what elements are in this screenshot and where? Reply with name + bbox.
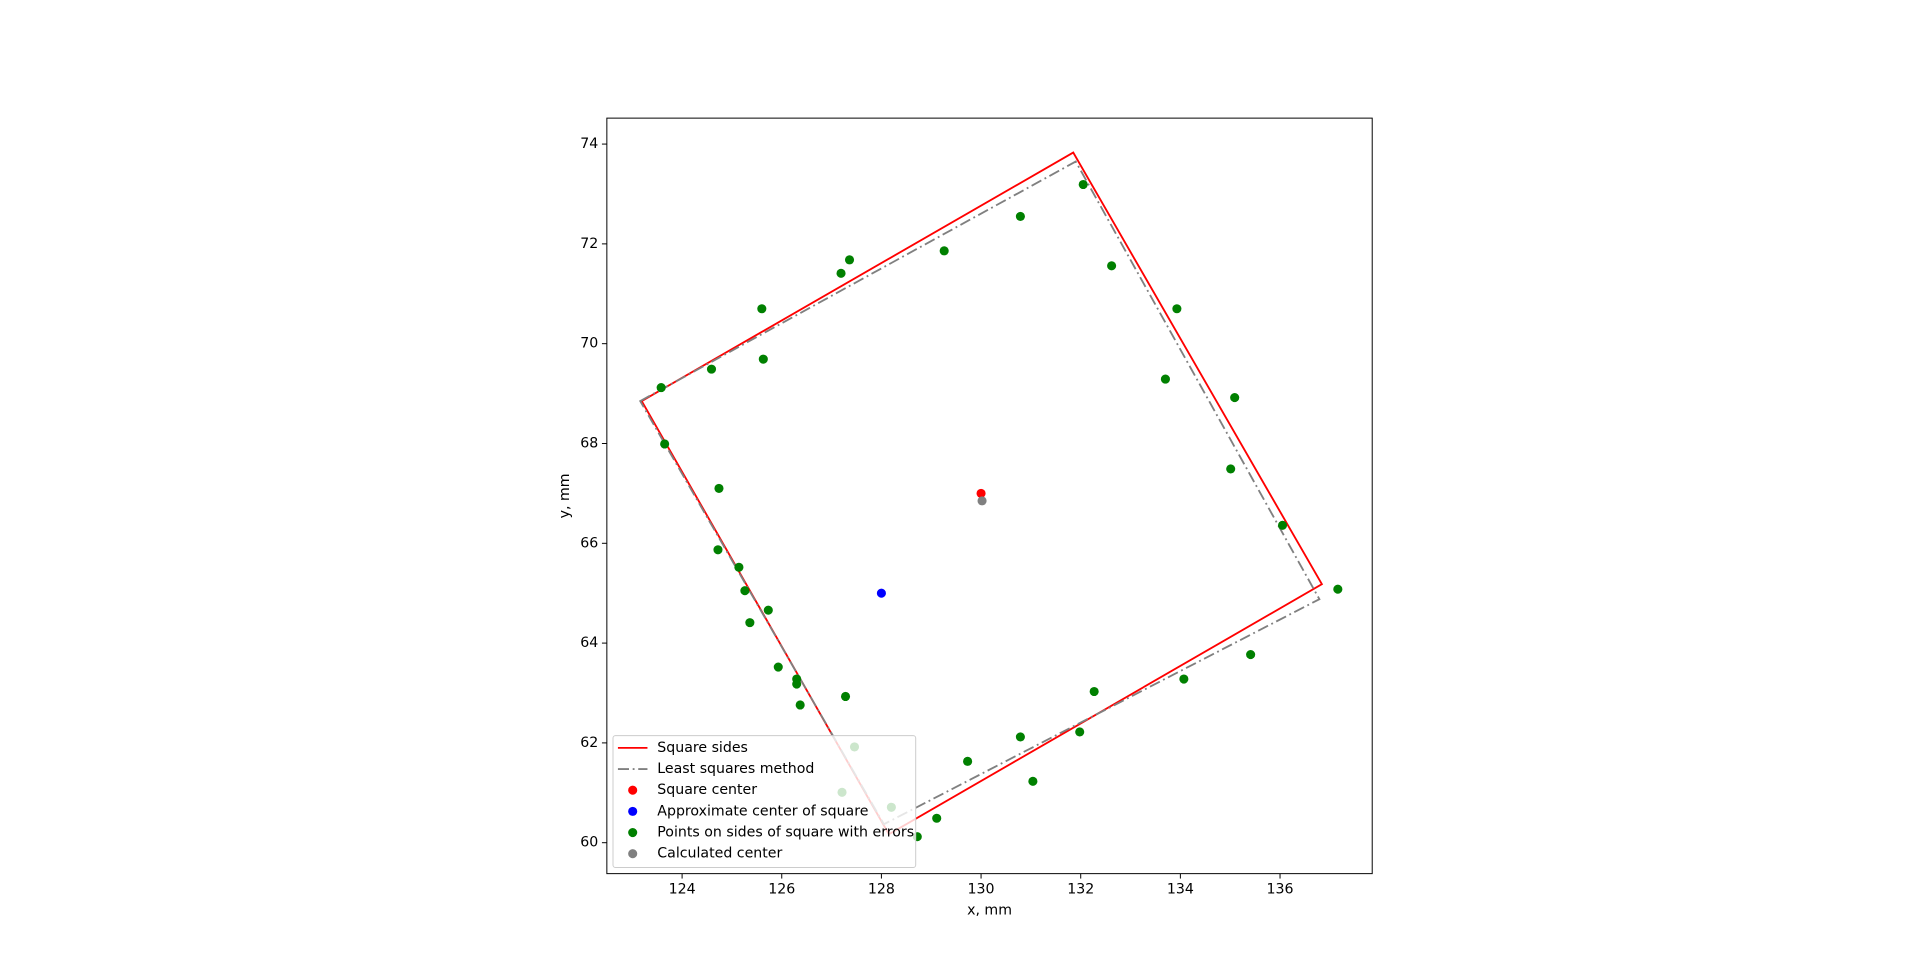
y-tick-label: 60 (580, 835, 598, 851)
data-point (1015, 732, 1025, 742)
data-point (745, 618, 755, 628)
data-point (656, 383, 666, 393)
data-point (1333, 584, 1343, 594)
legend-swatch (628, 785, 638, 795)
data-point (932, 813, 942, 823)
data-point (844, 255, 855, 265)
data-point (1277, 520, 1288, 530)
data-point (713, 545, 723, 555)
data-point (795, 700, 805, 710)
data-point (1179, 674, 1189, 684)
legend-label: Points on sides of square with errors (657, 825, 914, 841)
y-tick-label: 64 (580, 635, 598, 651)
x-tick-label: 132 (1067, 882, 1094, 898)
y-tick-label: 66 (580, 535, 598, 551)
data-point (840, 691, 851, 702)
legend-label: Least squares method (657, 761, 814, 777)
data-point (963, 756, 973, 766)
data-point (1028, 776, 1038, 786)
legend-label: Approximate center of square (657, 803, 868, 819)
data-point (1160, 374, 1170, 384)
legend-swatch (628, 827, 638, 838)
data-point (1015, 211, 1025, 221)
x-tick-label: 124 (669, 882, 696, 898)
x-tick-label: 136 (1267, 882, 1294, 898)
series-line (638, 160, 1321, 826)
x-tick-label: 130 (968, 882, 995, 898)
legend: Square sides Least squares method Square c… (612, 735, 917, 868)
data-point (792, 679, 802, 689)
data-point (1089, 686, 1099, 697)
data-point (740, 586, 750, 596)
data-point (758, 354, 768, 364)
legend-swatch (628, 849, 638, 859)
y-tick-label: 68 (580, 435, 598, 451)
data-point (1246, 650, 1256, 660)
y-tick-label: 70 (580, 336, 598, 352)
data-point (714, 483, 724, 493)
data-point (977, 496, 987, 506)
y-tick-label: 74 (580, 136, 598, 152)
data-point (706, 364, 717, 374)
data-point (939, 246, 949, 256)
series-line (640, 151, 1324, 836)
legend-label: Square sides (657, 740, 748, 756)
data-point (976, 488, 986, 498)
data-point (1230, 393, 1240, 403)
data-point (763, 605, 773, 615)
y-tick-label: 62 (580, 735, 598, 751)
data-point (1107, 261, 1117, 271)
x-tick-label: 126 (768, 882, 795, 898)
data-point (1172, 304, 1182, 314)
legend-label: Calculated center (657, 846, 782, 862)
data-point (773, 662, 783, 672)
x-tick-label: 134 (1167, 882, 1194, 898)
plot-frame (606, 117, 1373, 875)
data-point (876, 588, 886, 598)
data-point (734, 562, 744, 572)
legend-label: Square center (657, 782, 757, 798)
y-axis-label: y, mm (557, 473, 573, 518)
legend-swatch (628, 806, 638, 816)
data-point (1075, 727, 1085, 737)
x-tick-label: 128 (868, 882, 895, 898)
data-point (1078, 179, 1088, 190)
data-point (836, 268, 846, 278)
data-point (660, 439, 670, 449)
legend-box (612, 735, 917, 868)
x-axis-label: x, mm (967, 903, 1012, 919)
data-point (757, 304, 767, 314)
data-point (1226, 464, 1236, 474)
y-tick-label: 72 (580, 236, 598, 252)
